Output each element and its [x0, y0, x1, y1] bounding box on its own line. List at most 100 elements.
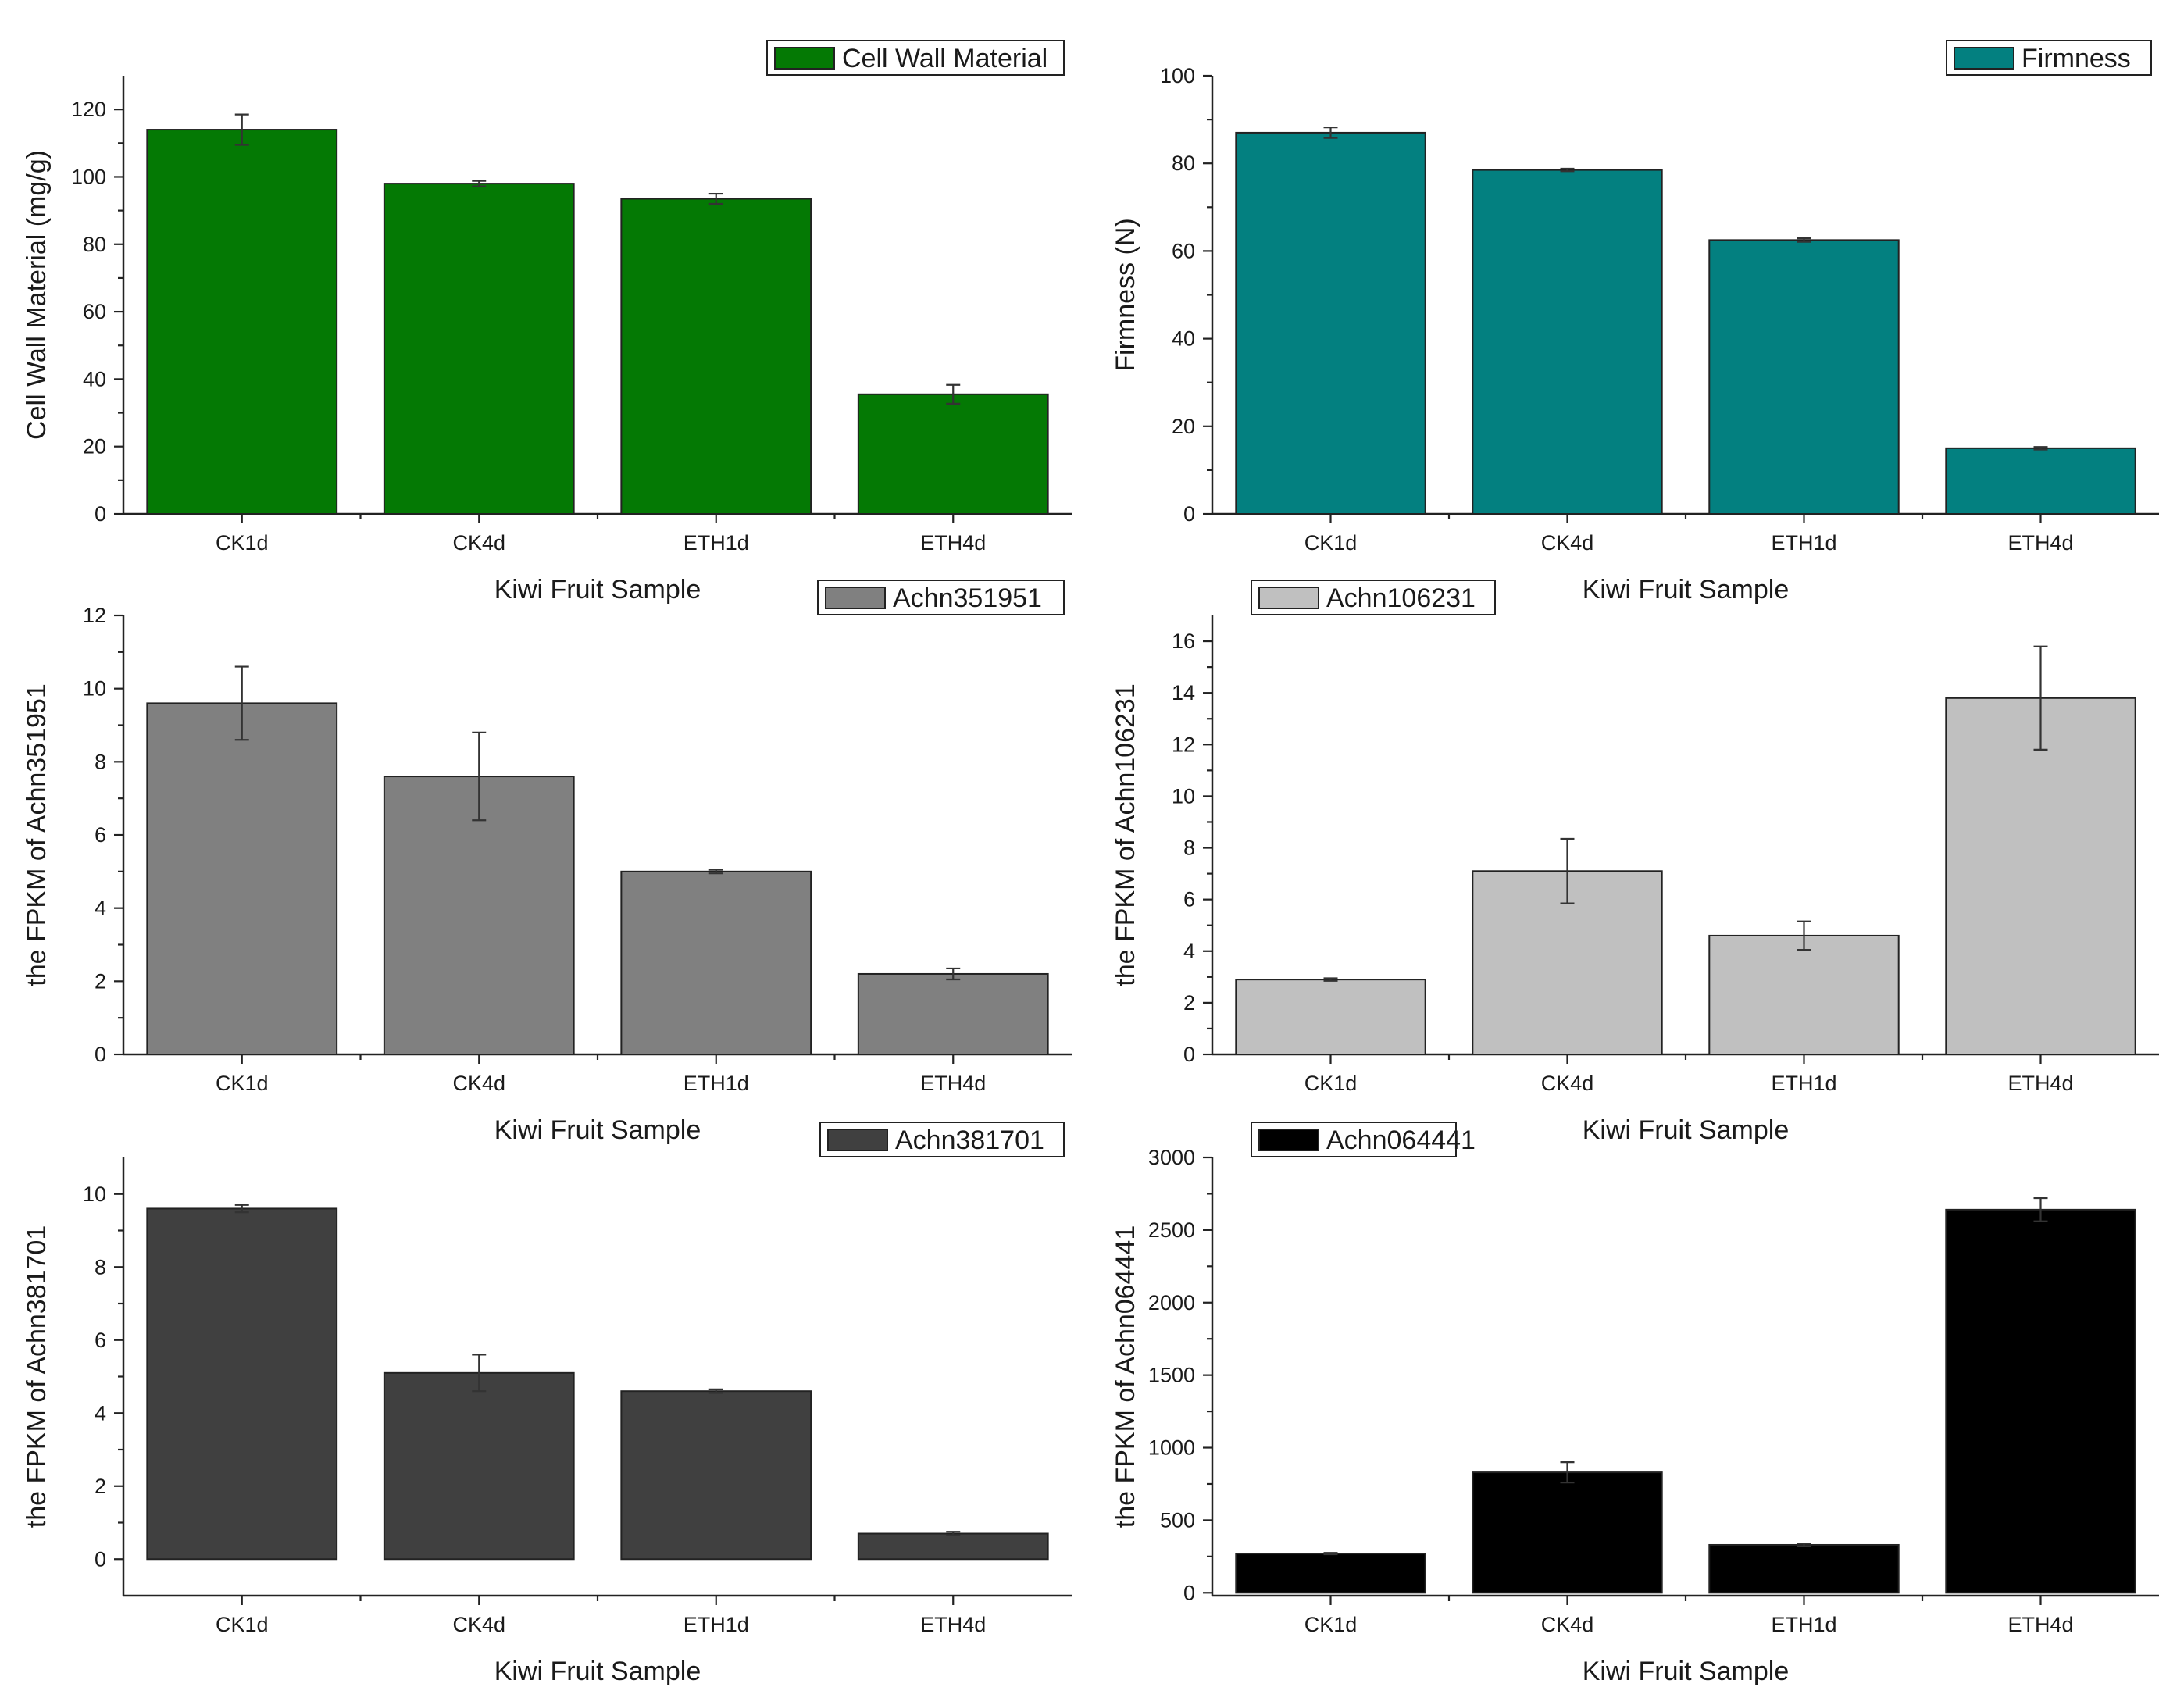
x-tick-label-eth1d: ETH1d	[1771, 1613, 1836, 1636]
x-tick-label-eth4d: ETH4d	[2007, 1613, 2073, 1636]
legend-label: Achn351951	[893, 583, 1042, 613]
y-tick-label: 0	[95, 502, 106, 526]
y-tick-label: 2	[1183, 991, 1195, 1015]
y-tick-label: 1000	[1148, 1436, 1195, 1460]
y-tick-label: 500	[1160, 1508, 1195, 1532]
chart-panel-3: 0 2 4 6 8 10 12 CK1d CK4d ETH1d ETH4d Kiwi Fruit Sa…	[22, 580, 1072, 1145]
bar-eth1d[interactable]	[1708, 239, 1900, 515]
y-tick-label: 20	[83, 435, 106, 458]
x-tick-label-ck4d: CK4d	[452, 1072, 505, 1095]
y-tick-label: 100	[1160, 64, 1195, 87]
y-tick-label: 2500	[1148, 1218, 1195, 1242]
legend-frame	[819, 1122, 1065, 1157]
legend-frame	[766, 40, 1065, 76]
legend-swatch	[774, 47, 835, 70]
y-tick-label: 14	[1172, 681, 1195, 704]
legend-frame	[1251, 580, 1496, 615]
y-tick-label: 0	[95, 1547, 106, 1571]
x-axis-title: Kiwi Fruit Sample	[494, 575, 701, 605]
x-tick-label-ck4d: CK4d	[1541, 531, 1594, 555]
legend-swatch	[1954, 47, 2014, 70]
x-tick-label-eth4d: ETH4d	[2007, 531, 2073, 555]
x-tick-label-eth4d: ETH4d	[920, 1613, 986, 1636]
legend: Firmness	[1946, 40, 2152, 76]
chart-panel-5: 0 2 4 6 8 10 CK1d CK4d ETH1d ETH4d Kiwi Fruit Samp…	[22, 1122, 1072, 1686]
y-tick-label: 2	[95, 969, 106, 993]
bar-eth1d[interactable]	[1708, 1543, 1900, 1594]
y-axis-title: the FPKM of Achn064441	[1111, 1225, 1140, 1528]
bar-ck1d[interactable]	[1235, 1553, 1426, 1594]
bar-eth1d[interactable]	[1708, 934, 1900, 1056]
y-tick-label: 4	[95, 897, 106, 920]
legend-label: Achn106231	[1326, 583, 1476, 613]
y-tick-label: 4	[95, 1401, 106, 1425]
x-tick-label-ck4d: CK4d	[452, 531, 505, 555]
x-tick-label-eth1d: ETH1d	[683, 1613, 749, 1636]
bar-ck4d[interactable]	[1472, 1471, 1663, 1594]
x-tick-label-ck1d: CK1d	[1304, 1072, 1358, 1095]
y-tick-label: 2	[95, 1475, 106, 1498]
bar-eth4d[interactable]	[857, 1532, 1049, 1561]
bar-eth1d[interactable]	[620, 1390, 812, 1561]
bar-ck1d[interactable]	[146, 1207, 338, 1561]
y-tick-label: 10	[83, 1182, 106, 1206]
bar-ck4d[interactable]	[383, 776, 575, 1055]
y-tick-label: 100	[71, 165, 106, 188]
legend-swatch	[1258, 1129, 1319, 1151]
y-tick-label: 8	[1183, 836, 1195, 860]
y-tick-label: 6	[95, 823, 106, 847]
x-tick-label-ck1d: CK1d	[1304, 1613, 1358, 1636]
bar-eth4d[interactable]	[857, 972, 1049, 1056]
x-tick-label-ck1d: CK1d	[216, 1613, 269, 1636]
x-tick-label-eth4d: ETH4d	[920, 531, 986, 555]
y-tick-label: 80	[1172, 152, 1195, 175]
y-tick-label: 8	[95, 750, 106, 773]
bar-eth4d[interactable]	[1945, 1208, 2136, 1594]
y-tick-label: 3000	[1148, 1146, 1195, 1169]
bar-ck4d[interactable]	[383, 183, 575, 515]
bar-ck1d[interactable]	[1235, 131, 1426, 515]
legend-label: Achn381701	[895, 1125, 1044, 1155]
y-axis-title: Firmness (N)	[1111, 218, 1140, 371]
x-tick-label-eth1d: ETH1d	[683, 531, 749, 555]
legend-label: Firmness	[2022, 44, 2131, 73]
y-tick-label: 60	[1172, 239, 1195, 262]
bar-eth1d[interactable]	[620, 198, 812, 515]
bar-eth4d[interactable]	[857, 393, 1049, 515]
y-tick-label: 12	[83, 604, 106, 627]
x-axis-title: Kiwi Fruit Sample	[494, 1115, 701, 1145]
bar-ck4d[interactable]	[1472, 169, 1663, 515]
y-tick-label: 60	[83, 300, 106, 323]
bar-ck4d[interactable]	[383, 1371, 575, 1561]
y-tick-label: 6	[1183, 888, 1195, 911]
legend-frame	[817, 580, 1065, 615]
y-tick-label: 12	[1172, 733, 1195, 756]
legend-label: Achn064441	[1326, 1125, 1476, 1155]
legend-frame	[1946, 40, 2152, 76]
y-axis-title: the FPKM of Achn106231	[1111, 683, 1140, 986]
bar-eth1d[interactable]	[620, 870, 812, 1056]
x-axis-title: Kiwi Fruit Sample	[1583, 1657, 1790, 1686]
legend-label: Cell Wall Material	[842, 44, 1047, 73]
y-tick-label: 80	[83, 233, 106, 256]
chart-panel-4: 0 2 4 6 8 10 12 14 16 CK1d CK4d ETH1d ETH4d Kiwi Frui…	[1111, 580, 2159, 1145]
x-axis-title: Kiwi Fruit Sample	[1583, 1115, 1790, 1145]
legend-swatch	[827, 1129, 888, 1151]
bar-eth4d[interactable]	[1945, 447, 2136, 515]
x-tick-label-ck1d: CK1d	[1304, 531, 1358, 555]
y-tick-label: 2000	[1148, 1291, 1195, 1314]
legend-swatch	[825, 587, 886, 609]
bar-ck1d[interactable]	[1235, 979, 1426, 1055]
x-axis-title: Kiwi Fruit Sample	[1583, 575, 1790, 605]
y-axis-title: the FPKM of Achn351951	[22, 683, 52, 986]
legend-swatch	[1258, 587, 1319, 609]
legend: Achn381701	[819, 1122, 1065, 1157]
y-tick-label: 40	[1172, 327, 1195, 351]
x-tick-label-eth4d: ETH4d	[920, 1072, 986, 1095]
y-tick-label: 10	[83, 677, 106, 701]
bar-ck1d[interactable]	[146, 702, 338, 1056]
chart-panel-2: 0 20 40 60 80 100 CK1d CK4d ETH1d ETH4d Kiwi Fruit…	[1111, 40, 2159, 605]
bar-ck1d[interactable]	[146, 129, 338, 515]
bar-eth4d[interactable]	[1945, 697, 2136, 1055]
x-tick-label-ck1d: CK1d	[216, 1072, 269, 1095]
